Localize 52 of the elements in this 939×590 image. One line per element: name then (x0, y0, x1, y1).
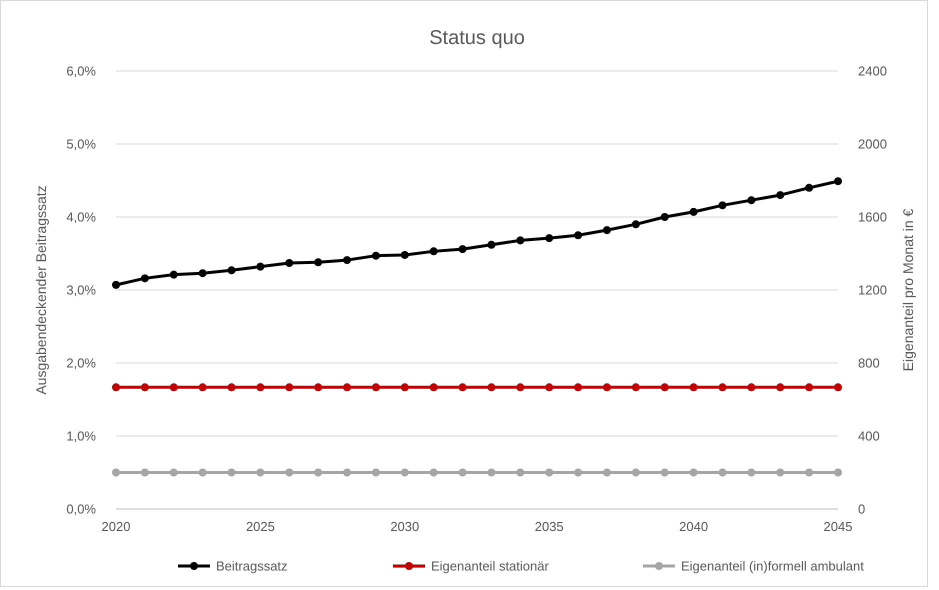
x-tick-label: 2030 (390, 519, 420, 534)
y-axis-title: Ausgabendeckender Beitragssatz (33, 185, 49, 395)
x-tick-label: 2020 (102, 519, 130, 534)
point (776, 191, 784, 200)
y-tick-label: 3,0% (66, 282, 96, 298)
point (805, 184, 814, 192)
point (400, 250, 409, 259)
point (718, 201, 726, 210)
point (516, 236, 524, 244)
point (140, 274, 149, 282)
point (372, 252, 380, 260)
legend-label: Beitragssatz (216, 558, 288, 574)
y2-tick-label: 800 (858, 356, 880, 371)
point (574, 231, 582, 240)
point (285, 258, 294, 267)
legend-label: Eigenanteil (in)formell ambulant (681, 558, 864, 574)
point (487, 240, 496, 249)
point (198, 269, 207, 278)
y-tick-label: 2,0% (66, 356, 96, 371)
point (343, 256, 352, 264)
y-tick-label: 5,0% (66, 136, 96, 152)
y-tick-label: 4,0% (66, 210, 96, 225)
y2-tick-label: 2400 (858, 64, 887, 79)
chart-title: Status quo (429, 27, 525, 49)
point (314, 258, 322, 266)
y2-tick-label: 0 (858, 502, 866, 517)
point (112, 280, 120, 289)
point (660, 213, 669, 221)
point (632, 220, 640, 228)
point (602, 226, 611, 234)
y-tick-label: 1,0% (66, 428, 96, 444)
y-tick-label: 0,0% (66, 502, 96, 517)
legend-label: Eigenanteil stationär (431, 558, 550, 574)
point (747, 196, 756, 204)
point (228, 266, 236, 274)
y2-tick-label: 400 (858, 428, 880, 444)
y2-axis-title: Eigenanteil pro Monat in € (900, 208, 916, 372)
x-tick-label: 2035 (534, 519, 564, 534)
x-tick-label: 2040 (679, 519, 708, 534)
x-tick-label: 2045 (824, 519, 852, 534)
x-tick-label: 2025 (246, 519, 275, 534)
y2-tick-label: 2000 (858, 136, 887, 152)
point (256, 262, 264, 271)
point (690, 208, 698, 216)
point (430, 247, 438, 256)
point (170, 270, 178, 279)
y-tick-label: 6,0% (66, 64, 96, 79)
y2-tick-label: 1600 (858, 210, 887, 225)
y2-tick-label: 1200 (858, 282, 887, 298)
point (545, 234, 554, 242)
point (834, 177, 842, 186)
point (458, 245, 467, 254)
